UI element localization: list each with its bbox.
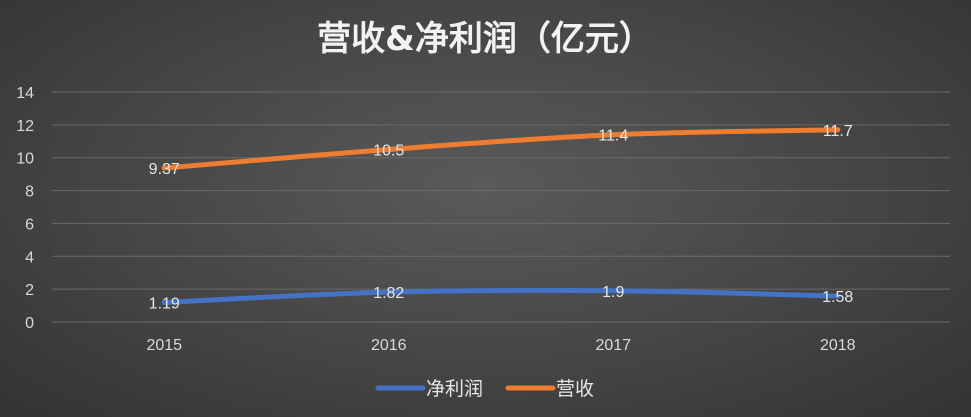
x-tick-label: 2015 [146,337,182,354]
data-label: 1.58 [822,289,853,306]
data-point [610,132,616,138]
y-axis-ticks: 0 2 4 6 8 10 12 14 [16,85,34,332]
data-label: 1.82 [373,285,404,302]
series-line-净利润 [161,287,841,305]
data-label: 11.4 [598,128,628,145]
y-tick-label: 6 [25,216,34,233]
legend: 净利润 营收 [375,378,594,400]
x-tick-label: 2017 [595,337,631,354]
series-line-营收 [161,127,841,171]
y-tick-label: 10 [16,151,34,168]
data-labels: 1.19 1.82 1.9 1.58 9.37 10.5 11.4 11.7 [149,123,854,313]
data-label: 1.9 [602,284,624,301]
x-tick-label: 2016 [371,337,407,354]
data-label: 9.37 [149,161,180,178]
y-tick-label: 0 [25,315,34,332]
legend-label: 营收 [556,378,594,400]
y-tick-label: 4 [25,249,34,266]
gridlines [52,91,950,323]
data-point [835,293,841,299]
data-point [161,299,167,305]
data-label: 11.7 [823,123,853,140]
x-axis-ticks: 2015 2016 2017 2018 [146,337,855,354]
data-point [610,288,616,294]
y-tick-label: 14 [16,85,34,102]
data-point [386,289,392,295]
data-point [835,127,841,133]
series-lines [161,127,841,305]
y-tick-label: 2 [25,282,34,299]
y-tick-label: 8 [25,184,34,201]
data-label: 10.5 [373,143,404,160]
data-point [386,147,392,152]
x-tick-label: 2018 [820,337,856,354]
chart-title: 营收&净利润（亿元） [317,19,653,59]
data-label: 1.19 [149,295,180,312]
data-point [161,165,167,171]
legend-label: 净利润 [426,378,483,400]
y-tick-label: 12 [16,118,34,135]
